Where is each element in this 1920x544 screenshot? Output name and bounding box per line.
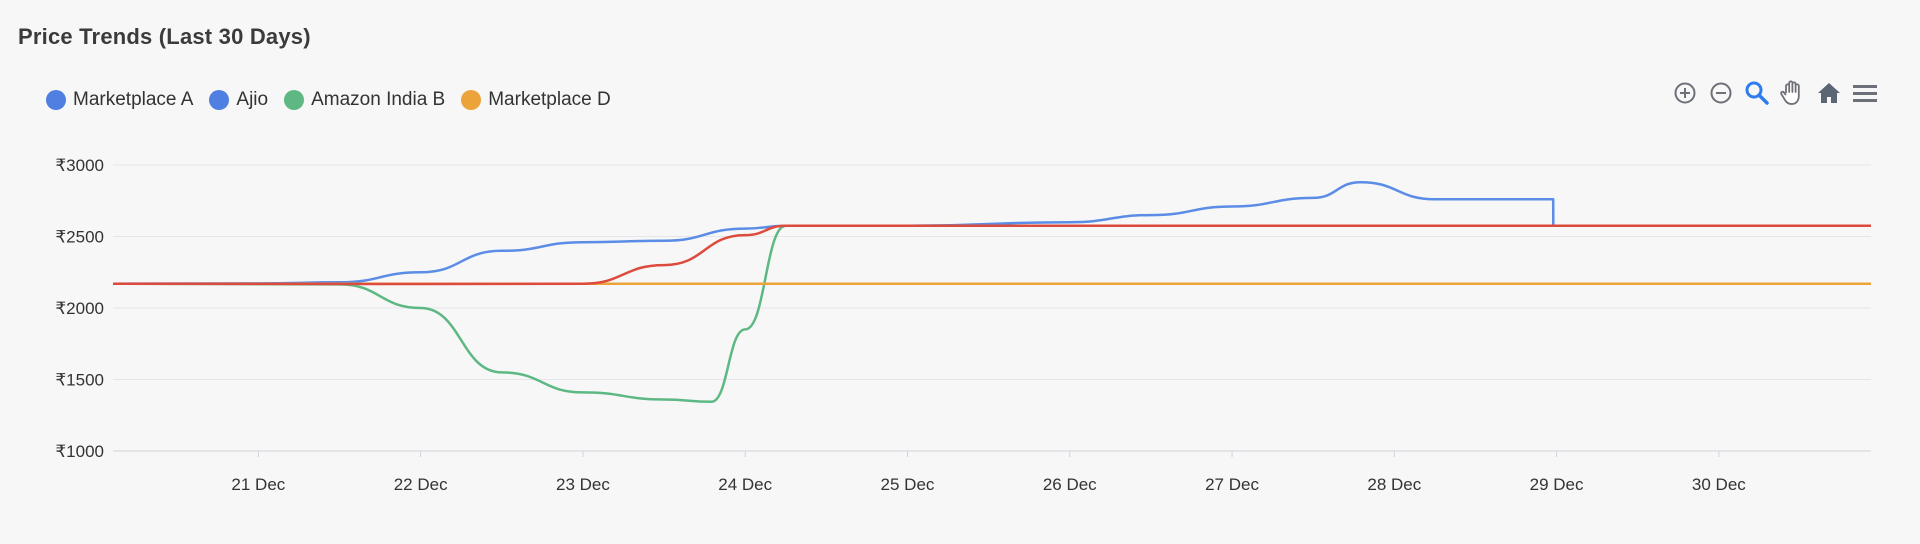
legend: Marketplace A Ajio Amazon India B Market… [46, 88, 611, 112]
y-tick-label: ₹2000 [55, 299, 104, 318]
legend-marker [209, 90, 230, 110]
y-tick-label: ₹1000 [55, 442, 104, 461]
x-tick-label: 29 Dec [1530, 475, 1584, 494]
chart-title: Price Trends (Last 30 Days) [18, 24, 311, 49]
zoom-selection-icon[interactable] [1742, 78, 1772, 108]
legend-marker [461, 90, 482, 110]
legend-item-marketplace-a[interactable]: Marketplace A [46, 89, 193, 111]
x-tick-label: 28 Dec [1367, 475, 1421, 494]
x-tick-label: 21 Dec [231, 475, 285, 494]
pan-hand-icon[interactable] [1778, 78, 1808, 108]
y-tick-label: ₹3000 [55, 156, 104, 175]
x-tick-label: 25 Dec [881, 475, 935, 494]
home-reset-icon[interactable] [1814, 78, 1844, 108]
legend-marker [284, 90, 305, 110]
legend-label: Ajio [236, 89, 269, 110]
zoom-out-icon[interactable] [1706, 78, 1736, 108]
legend-label: Marketplace D [488, 89, 611, 110]
legend-label: Marketplace A [73, 89, 194, 110]
x-tick-label: 24 Dec [718, 475, 772, 494]
legend-label: Amazon India B [311, 89, 446, 110]
series-line-ajio [112, 180, 1871, 285]
legend-item-amazon-india-b[interactable]: Amazon India B [284, 89, 445, 111]
menu-icon[interactable] [1850, 78, 1880, 108]
x-tick-label: 22 Dec [394, 475, 448, 494]
legend-item-ajio[interactable]: Ajio [209, 89, 268, 111]
series-line-amazon-india-b [112, 224, 1871, 403]
x-tick-label: 26 Dec [1043, 475, 1097, 494]
y-tick-label: ₹1500 [55, 371, 104, 390]
chart-toolbar [1670, 78, 1880, 108]
zoom-in-icon[interactable] [1670, 78, 1700, 108]
y-tick-label: ₹2500 [55, 228, 104, 247]
x-tick-label: 27 Dec [1205, 475, 1259, 494]
legend-item-marketplace-d[interactable]: Marketplace D [461, 89, 611, 111]
x-tick-label: 30 Dec [1692, 475, 1746, 494]
x-tick-label: 23 Dec [556, 475, 610, 494]
series-line-unlabeled-3 [112, 224, 1871, 286]
legend-marker [46, 90, 66, 110]
